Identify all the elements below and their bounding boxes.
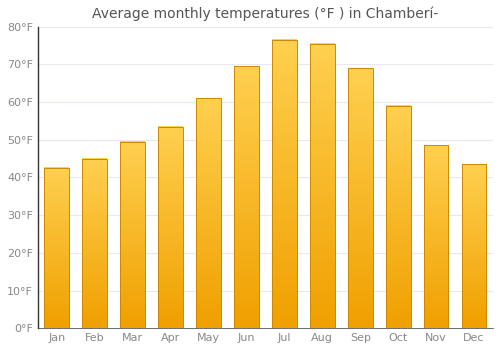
Bar xyxy=(120,142,145,328)
Bar xyxy=(158,127,183,328)
Bar xyxy=(310,44,334,328)
Bar xyxy=(82,159,107,328)
Bar xyxy=(196,98,221,328)
Bar xyxy=(272,40,296,328)
Bar xyxy=(44,168,69,328)
Bar xyxy=(386,106,410,328)
Bar xyxy=(462,164,486,328)
Title: Average monthly temperatures (°F ) in Chamberí-: Average monthly temperatures (°F ) in Ch… xyxy=(92,7,438,21)
Bar xyxy=(234,66,259,328)
Bar xyxy=(348,68,372,328)
Bar xyxy=(424,146,448,328)
